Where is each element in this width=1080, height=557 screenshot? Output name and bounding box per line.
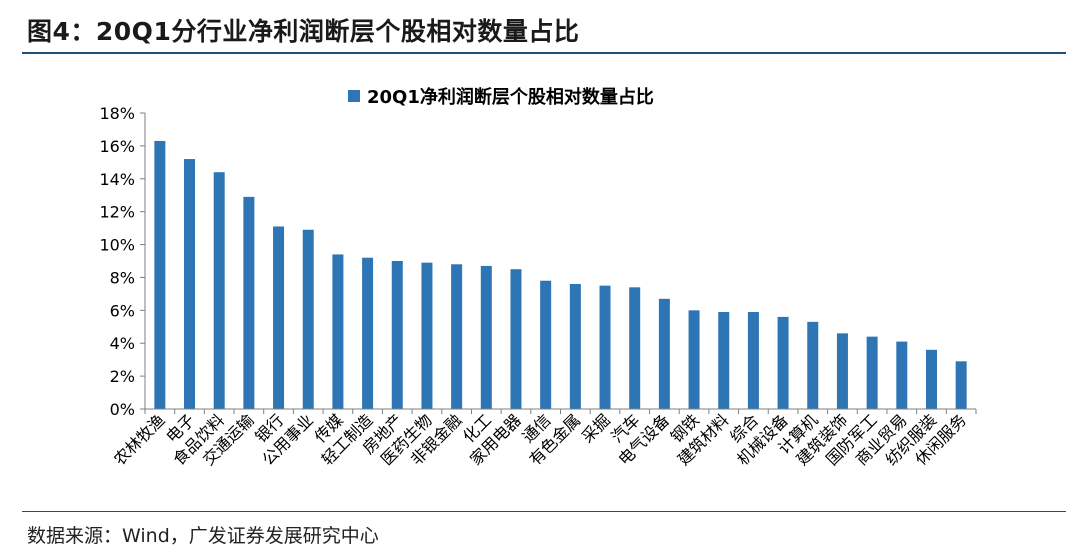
bar xyxy=(362,257,374,409)
y-tick-label: 12% xyxy=(99,203,135,222)
y-axis: 0% 2% 4% 6% 8% 10% 12% 14% 16% 18% xyxy=(99,104,146,419)
y-tick-label: 14% xyxy=(99,170,135,189)
bar xyxy=(955,361,967,409)
x-category-label: 农林牧渔 xyxy=(110,410,169,469)
bar xyxy=(777,316,789,409)
title-divider xyxy=(22,52,1066,54)
y-tick-label: 8% xyxy=(110,268,135,287)
y-tick-label: 4% xyxy=(110,334,135,353)
bar xyxy=(510,269,522,409)
bar xyxy=(658,298,670,409)
bar-series xyxy=(154,140,967,409)
bar xyxy=(480,265,492,409)
y-tick-label: 6% xyxy=(110,301,135,320)
bar xyxy=(896,341,908,409)
bar xyxy=(154,140,166,409)
y-tick-label: 2% xyxy=(110,367,135,386)
bar xyxy=(836,333,848,409)
bar xyxy=(213,172,225,409)
y-tick-label: 0% xyxy=(110,400,135,419)
bar xyxy=(718,311,730,409)
figure-title: 图4：20Q1分行业净利润断层个股相对数量占比 xyxy=(27,17,580,46)
legend-swatch xyxy=(348,90,360,102)
bar xyxy=(540,280,552,409)
x-category-label: 采掘 xyxy=(578,410,614,446)
bar xyxy=(807,321,819,409)
chart-legend: 20Q1净利润断层个股相对数量占比 xyxy=(348,86,654,108)
bar xyxy=(332,254,344,409)
bar xyxy=(302,229,314,409)
bar xyxy=(243,196,255,409)
legend-label: 20Q1净利润断层个股相对数量占比 xyxy=(367,86,654,108)
bar xyxy=(273,226,285,409)
bar xyxy=(925,349,937,409)
bar xyxy=(569,284,581,409)
y-tick-label: 10% xyxy=(99,236,135,255)
bar xyxy=(451,264,463,409)
bar xyxy=(599,285,611,409)
footer-divider xyxy=(22,511,1066,512)
bar xyxy=(747,311,759,409)
bar xyxy=(391,261,403,409)
source-note: 数据来源：Wind，广发证券发展研究中心 xyxy=(27,525,379,547)
bar xyxy=(184,159,196,409)
y-tick-label: 16% xyxy=(99,137,135,156)
bar xyxy=(629,287,641,409)
bar xyxy=(421,262,433,409)
bar xyxy=(866,336,878,409)
x-axis: 农林牧渔电子食品饮料交通运输银行公用事业传媒轻工制造房地产医药生物非银金融化工家… xyxy=(110,408,977,469)
bar xyxy=(688,310,700,409)
y-tick-label: 18% xyxy=(99,104,135,123)
